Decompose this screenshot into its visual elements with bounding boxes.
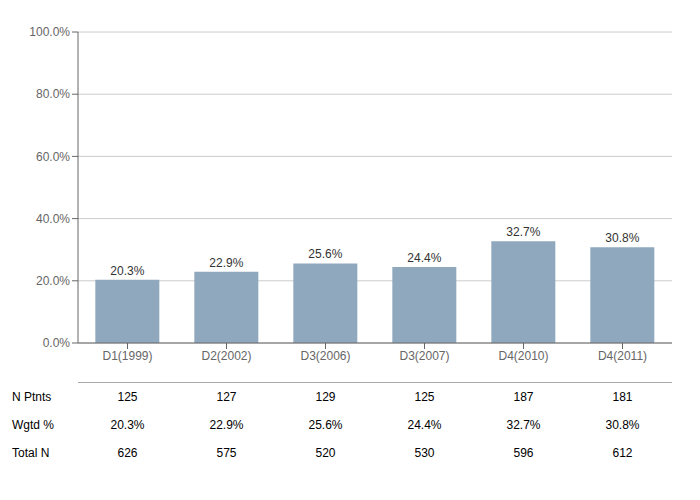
svg-text:80.0%: 80.0% [36,87,70,101]
svg-text:32.7%: 32.7% [506,225,540,239]
svg-text:D4(2010): D4(2010) [498,349,548,363]
html-text:187: 187 [513,390,534,404]
html-text:575: 575 [216,446,237,460]
html-text:24.4%: 24.4% [407,418,442,432]
html-text:20.3%: 20.3% [110,418,145,432]
svg-text:60.0%: 60.0% [36,150,70,164]
html-text:125: 125 [414,390,435,404]
html-text:530: 530 [414,446,435,460]
svg-text:25.6%: 25.6% [308,247,342,261]
svg-text:D1(1999): D1(1999) [102,349,152,363]
svg-text:D2(2002): D2(2002) [201,349,251,363]
html-text:181: 181 [612,390,633,404]
html-text:Total N: Total N [12,446,50,460]
svg-text:D3(2007): D3(2007) [399,349,449,363]
html-text:125: 125 [117,390,138,404]
html-text:612: 612 [612,446,633,460]
svg-text:20.3%: 20.3% [110,264,144,278]
html-text:Wgtd %: Wgtd % [12,418,54,432]
html-text:520: 520 [315,446,336,460]
svg-text:20.0%: 20.0% [36,274,70,288]
svg-text:40.0%: 40.0% [36,212,70,226]
svg-text:100.0%: 100.0% [29,25,70,39]
html-text:32.7%: 32.7% [506,418,541,432]
svg-text:0.0%: 0.0% [43,336,71,350]
svg-text:D4(2011): D4(2011) [598,349,647,363]
html-text:127: 127 [216,390,237,404]
html-text:129: 129 [315,390,336,404]
svg-text:D3(2006): D3(2006) [300,349,350,363]
html-text:N Ptnts: N Ptnts [12,390,52,404]
svg-text:30.8%: 30.8% [605,231,639,245]
html-text:30.8%: 30.8% [605,418,640,432]
html-text:22.9%: 22.9% [209,418,244,432]
html-text:596: 596 [513,446,534,460]
svg-text:22.9%: 22.9% [209,256,243,270]
svg-text:24.4%: 24.4% [407,251,441,265]
html-text:25.6%: 25.6% [308,418,343,432]
html-text:626: 626 [117,446,138,460]
